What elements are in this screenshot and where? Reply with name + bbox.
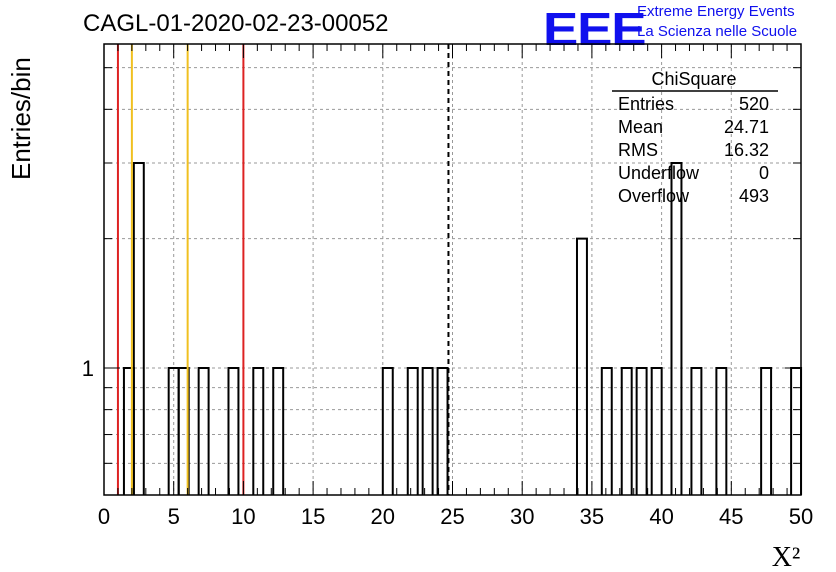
histogram-bin [620, 367, 633, 495]
stats-label: Underflow [618, 163, 700, 183]
histogram-bin [421, 367, 434, 495]
stats-label: Mean [618, 117, 663, 137]
logo-line-2: La Scienza nelle Scuole [637, 23, 798, 40]
eee-logo-mark: EEE [543, 3, 647, 55]
histogram-bin [252, 367, 265, 495]
histogram-bin [381, 367, 394, 495]
histogram-bin [406, 367, 419, 495]
x-tick-label: 45 [719, 504, 743, 529]
x-tick-label: 15 [301, 504, 325, 529]
stats-value: 16.32 [724, 140, 769, 160]
chart-title: CAGL-01-2020-02-23-00052 [83, 10, 389, 37]
logo-line-1: Extreme Energy Events [637, 3, 795, 20]
stats-value: 0 [759, 163, 769, 183]
x-tick-label: 5 [168, 504, 180, 529]
x-tick-label: 35 [580, 504, 604, 529]
x-axis-label: X² [772, 542, 801, 572]
x-tick-label: 0 [98, 504, 110, 529]
stats-value: 520 [739, 94, 769, 114]
x-tick-label: 25 [440, 504, 464, 529]
histogram-bin [177, 367, 190, 495]
histogram-bin [760, 367, 773, 495]
histogram-bin [600, 367, 613, 495]
histogram-bin [650, 367, 663, 495]
histogram-bin [197, 367, 210, 495]
histogram-bin [690, 367, 703, 495]
histogram-bin [635, 367, 648, 495]
stats-title: ChiSquare [651, 69, 736, 89]
histogram-bin [575, 237, 588, 495]
x-tick-label: 10 [231, 504, 255, 529]
stats-label: Entries [618, 94, 674, 114]
stats-label: RMS [618, 140, 658, 160]
histogram-bin [132, 162, 145, 495]
x-tick-label: 50 [789, 504, 813, 529]
stats-value: 24.71 [724, 117, 769, 137]
x-tick-label: 40 [649, 504, 673, 529]
x-tick-label: 20 [371, 504, 395, 529]
histogram-bin [790, 367, 803, 495]
histogram-bin [227, 367, 240, 495]
histogram-bin [272, 367, 285, 495]
stats-label: Overflow [618, 186, 690, 206]
stats-value: 493 [739, 186, 769, 206]
x-tick-label: 30 [510, 504, 534, 529]
histogram-bin [715, 367, 728, 495]
y-tick-label: 1 [82, 356, 94, 381]
histogram-bin [436, 367, 449, 495]
histogram-bin [670, 162, 683, 495]
